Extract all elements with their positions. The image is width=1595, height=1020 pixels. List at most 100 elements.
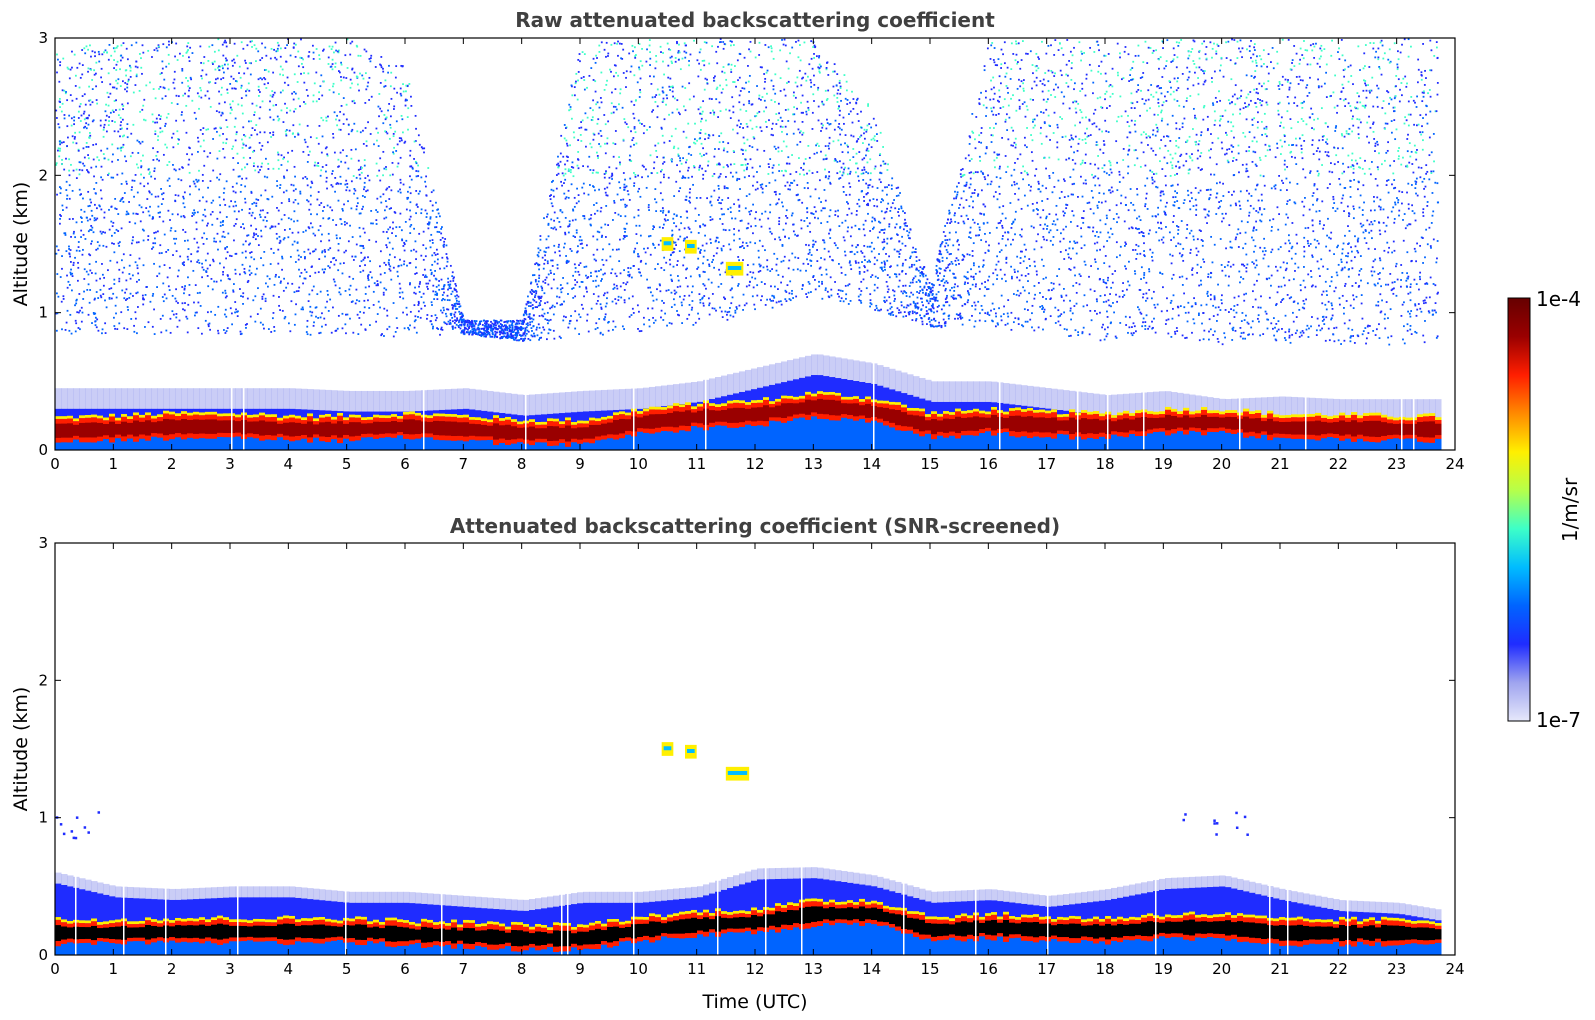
heatmap-column xyxy=(1147,881,1154,955)
heatmap-column xyxy=(577,391,584,450)
heatmap-column xyxy=(1165,878,1172,955)
heatmap-column xyxy=(1279,888,1286,955)
heatmap-column xyxy=(1345,543,1352,955)
heatmap-column xyxy=(451,388,458,450)
heatmap-column xyxy=(355,390,362,450)
heatmap-column xyxy=(1135,392,1142,450)
heatmap-column xyxy=(175,388,182,450)
x-tick-label: 20 xyxy=(1212,455,1231,473)
heatmap-column xyxy=(433,893,440,955)
heatmap-column xyxy=(673,384,680,450)
heatmap-column xyxy=(775,362,782,450)
heatmap-column xyxy=(985,381,992,450)
heatmap-column xyxy=(109,388,116,450)
y-axis-label-screened: Altitude (km) xyxy=(10,687,32,812)
heatmap-column xyxy=(217,886,224,955)
heatmap-column xyxy=(169,888,176,955)
heatmap-column xyxy=(1075,892,1082,955)
x-tick-label: 24 xyxy=(1445,960,1464,978)
noise-feature xyxy=(1182,811,1249,836)
heatmap-column xyxy=(1273,396,1280,450)
heatmap-column xyxy=(853,872,860,955)
x-tick-label: 15 xyxy=(920,455,939,473)
heatmap-column xyxy=(661,385,668,450)
heatmap-column xyxy=(529,394,536,450)
heatmap-column xyxy=(97,388,104,450)
heatmap-column xyxy=(403,891,410,955)
heatmap-column xyxy=(763,365,770,450)
heatmap-column xyxy=(1057,389,1064,450)
heatmap-column xyxy=(607,891,614,955)
heatmap-column xyxy=(883,366,890,450)
heatmap-column xyxy=(79,878,86,955)
heatmap-column xyxy=(1189,876,1196,955)
heatmap-column xyxy=(367,891,374,955)
heatmap-column xyxy=(163,543,170,955)
heatmap-column xyxy=(1429,908,1436,955)
heatmap-column xyxy=(61,874,68,955)
heatmap-column xyxy=(1087,392,1094,450)
heatmap-column xyxy=(91,881,98,955)
heatmap-column xyxy=(793,867,800,955)
heatmap-column xyxy=(799,357,806,450)
heatmap-column xyxy=(961,381,968,450)
heatmap-column xyxy=(1411,38,1418,450)
heatmap-column xyxy=(199,887,206,955)
heatmap-column xyxy=(55,388,62,450)
heatmap-column xyxy=(1339,399,1346,450)
heatmap-column xyxy=(91,388,98,450)
heatmap-column xyxy=(1075,38,1082,450)
heatmap-column xyxy=(559,543,566,955)
heatmap-column xyxy=(1255,397,1262,450)
heatmap-column xyxy=(1315,895,1322,955)
heatmap-column xyxy=(163,388,170,450)
heatmap-column xyxy=(1003,890,1010,955)
heatmap-column xyxy=(313,389,320,450)
heatmap-column xyxy=(247,886,254,955)
heatmap-column xyxy=(529,899,536,955)
heatmap-column xyxy=(1093,890,1100,955)
heatmap-column xyxy=(79,388,86,450)
y-axis-label-raw: Altitude (km) xyxy=(10,182,32,307)
heatmap-column xyxy=(1015,384,1022,450)
heatmap-column xyxy=(697,886,704,955)
heatmap-column xyxy=(1231,877,1238,955)
heatmap-column xyxy=(373,390,380,450)
heatmap-column xyxy=(655,890,662,955)
heatmap-column xyxy=(1195,395,1202,450)
heatmap-column xyxy=(589,390,596,450)
cloud-feature xyxy=(725,766,750,781)
heatmap-column xyxy=(739,371,746,450)
heatmap-column xyxy=(1171,392,1178,450)
heatmap-column xyxy=(241,38,248,450)
heatmap-column xyxy=(133,887,140,955)
heatmap-column xyxy=(1363,399,1370,450)
heatmap-column xyxy=(475,896,482,955)
x-tick-label: 17 xyxy=(1037,455,1056,473)
heatmap-column xyxy=(823,868,830,955)
heatmap-column xyxy=(1249,397,1256,450)
heatmap-column xyxy=(1423,399,1430,450)
heatmap-column xyxy=(577,892,584,955)
heatmap-column xyxy=(955,890,962,955)
y-tick-label: 0 xyxy=(38,441,48,459)
chart-raw-panel: Raw attenuated backscattering coefficien… xyxy=(10,8,1465,473)
heatmap-column xyxy=(175,888,182,955)
heatmap-column xyxy=(625,891,632,955)
heatmap-column xyxy=(289,886,296,955)
heatmap-column xyxy=(877,365,884,450)
heatmap-column xyxy=(553,392,560,450)
heatmap-column xyxy=(481,897,488,955)
heatmap-column xyxy=(1327,398,1334,450)
heatmap-column xyxy=(1177,877,1184,955)
x-tick-label: 13 xyxy=(804,455,823,473)
heatmap-column xyxy=(1399,903,1406,955)
heatmap-column xyxy=(115,886,122,955)
x-tick-label: 22 xyxy=(1329,960,1348,978)
heatmap-column xyxy=(55,872,62,955)
heatmap-column xyxy=(1105,889,1112,955)
heatmap-column xyxy=(193,888,200,955)
heatmap-column xyxy=(1291,396,1298,450)
heatmap-column xyxy=(1219,398,1226,450)
heatmap-column xyxy=(1123,885,1130,955)
